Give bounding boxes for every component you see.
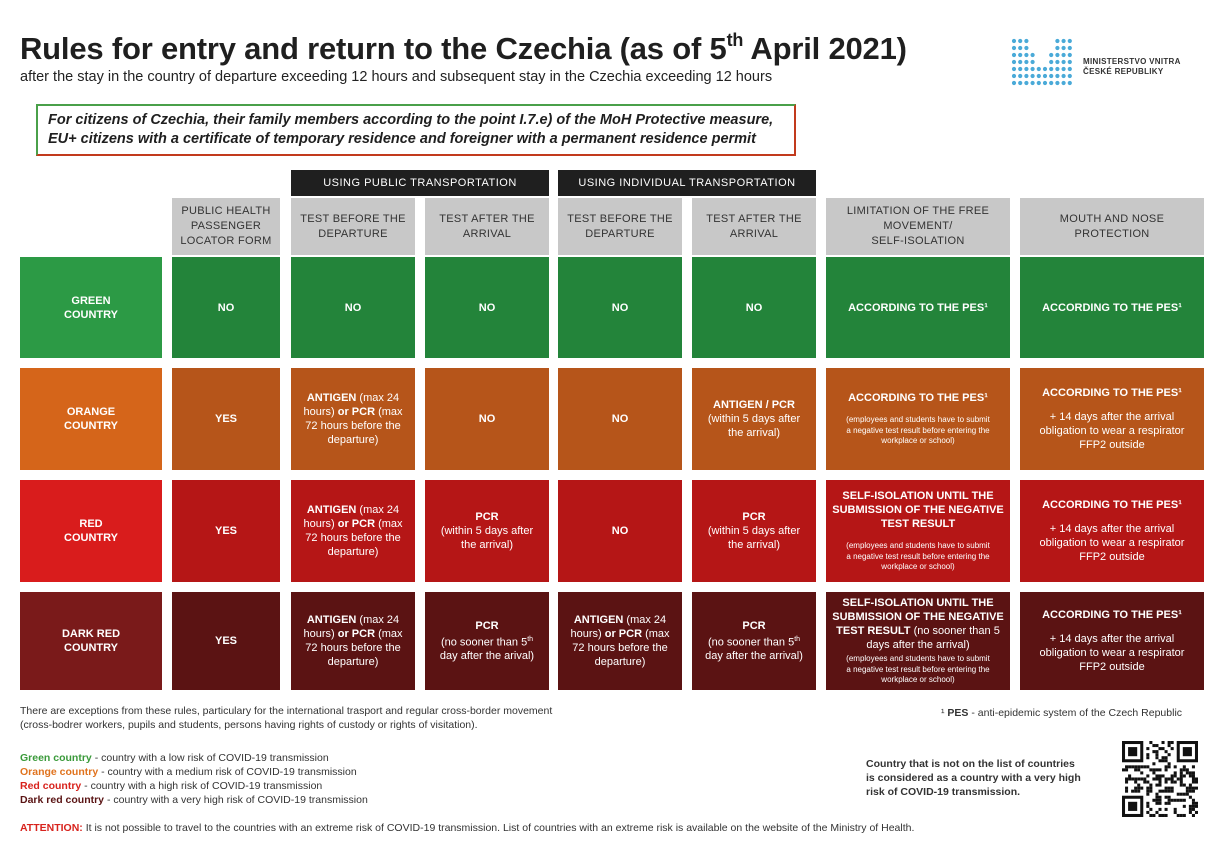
- row-label-orange: ORANGE COUNTRY: [20, 368, 162, 470]
- cell-orange-ind-before: NO: [558, 368, 682, 470]
- banner-line-2: EU+ citizens with a certificate of tempo…: [48, 131, 756, 147]
- row-darkred: DARK RED COUNTRY YES ANTIGEN (max 24 hour…: [20, 592, 1204, 690]
- page-subtitle: after the stay in the country of departu…: [20, 69, 773, 85]
- cell-orange-ind-after: ANTIGEN / PCR (within 5 days after the a…: [692, 368, 816, 470]
- legend-item-orange: Orange country - country with a medium r…: [20, 766, 357, 778]
- eligibility-banner: For citizens of Czechia, their family me…: [36, 104, 796, 156]
- cell-darkred-pub-before: ANTIGEN (max 24 hours) or PCR (max 72 ho…: [291, 592, 415, 690]
- cell-orange-mouth: ACCORDING TO THE PES¹ + 14 days after th…: [1020, 368, 1204, 470]
- row-label-red: RED COUNTRY: [20, 480, 162, 582]
- cell-red-pub-before: ANTIGEN (max 24 hours) or PCR (max 72 ho…: [291, 480, 415, 582]
- row-green: GREEN COUNTRY NO NO NO NO NO ACCORDING TO…: [20, 257, 1204, 358]
- banner-line-1: For citizens of Czechia, their family me…: [48, 112, 774, 128]
- cell-red-ind-after: PCR (within 5 days after the arrival): [692, 480, 816, 582]
- col-head-plf: PUBLIC HEALTH PASSENGER LOCATOR FORM: [172, 198, 280, 255]
- row-label-green: GREEN COUNTRY: [20, 257, 162, 358]
- not-listed-note: Country that is not on the list of count…: [866, 758, 1081, 798]
- col-head-ind-before: TEST BEFORE THE DEPARTURE: [558, 198, 682, 255]
- attention-note: ATTENTION: It is not possible to travel …: [20, 822, 915, 834]
- cell-darkred-mouth: ACCORDING TO THE PES¹ + 14 days after th…: [1020, 592, 1204, 690]
- cell-red-mouth: ACCORDING TO THE PES¹ + 14 days after th…: [1020, 480, 1204, 582]
- cell-darkred-limitation: SELF-ISOLATION UNTIL THE SUBMISSION OF T…: [826, 592, 1010, 690]
- qr-code-icon[interactable]: [1122, 741, 1198, 817]
- cell-darkred-ind-before: ANTIGEN (max 24 hours) or PCR (max 72 ho…: [558, 592, 682, 690]
- risk-legend: Green country - country with a low risk …: [20, 751, 368, 807]
- ministry-logo-icon: [1011, 38, 1072, 86]
- cell-green-ind-after: NO: [692, 257, 816, 358]
- cell-green-plf: NO: [172, 257, 280, 358]
- row-red: RED COUNTRY YES ANTIGEN (max 24 hours) or…: [20, 480, 1204, 582]
- cell-red-limitation: SELF-ISOLATION UNTIL THE SUBMISSION OF T…: [826, 480, 1010, 582]
- group-individual-transport: USING INDIVIDUAL TRANSPORTATION: [558, 170, 816, 196]
- cell-orange-plf: YES: [172, 368, 280, 470]
- cell-green-ind-before: NO: [558, 257, 682, 358]
- cell-orange-limitation: ACCORDING TO THE PES¹ (employees and stu…: [826, 368, 1010, 470]
- row-label-darkred: DARK RED COUNTRY: [20, 592, 162, 690]
- legend-item-green: Green country - country with a low risk …: [20, 752, 329, 764]
- col-head-mouth-nose: MOUTH AND NOSE PROTECTION: [1020, 198, 1204, 255]
- col-head-pub-after: TEST AFTER THE ARRIVAL: [425, 198, 549, 255]
- cell-green-limitation: ACCORDING TO THE PES¹: [826, 257, 1010, 358]
- exceptions-note: There are exceptions from these rules, p…: [20, 705, 553, 731]
- ministry-name: MINISTERSTVO VNITRA ČESKÉ REPUBLIKY: [1083, 57, 1181, 76]
- col-head-pub-before: TEST BEFORE THE DEPARTURE: [291, 198, 415, 255]
- cell-green-pub-before: NO: [291, 257, 415, 358]
- cell-red-plf: YES: [172, 480, 280, 582]
- page-title: Rules for entry and return to the Czechi…: [20, 30, 907, 66]
- cell-red-ind-before: NO: [558, 480, 682, 582]
- cell-green-mouth: ACCORDING TO THE PES¹: [1020, 257, 1204, 358]
- col-head-ind-after: TEST AFTER THE ARRIVAL: [692, 198, 816, 255]
- row-orange: ORANGE COUNTRY YES ANTIGEN (max 24 hours)…: [20, 368, 1204, 470]
- legend-item-darkred: Dark red country - country with a very h…: [20, 794, 368, 806]
- group-public-transport: USING PUBLIC TRANSPORTATION: [291, 170, 549, 196]
- cell-darkred-plf: YES: [172, 592, 280, 690]
- col-head-limitation: LIMITATION OF THE FREE MOVEMENT/SELF-ISOL…: [826, 198, 1010, 255]
- pes-footnote: ¹ PES - anti-epidemic system of the Czec…: [941, 707, 1183, 719]
- cell-red-pub-after: PCR (within 5 days after the arrival): [425, 480, 549, 582]
- cell-green-pub-after: NO: [425, 257, 549, 358]
- cell-darkred-pub-after: PCR (no sooner than 5th day after the ar…: [425, 592, 549, 690]
- cell-orange-pub-after: NO: [425, 368, 549, 470]
- cell-darkred-ind-after: PCR (no sooner than 5th day after the ar…: [692, 592, 816, 690]
- cell-orange-pub-before: ANTIGEN (max 24 hours) or PCR (max 72 ho…: [291, 368, 415, 470]
- legend-item-red: Red country - country with a high risk o…: [20, 780, 323, 792]
